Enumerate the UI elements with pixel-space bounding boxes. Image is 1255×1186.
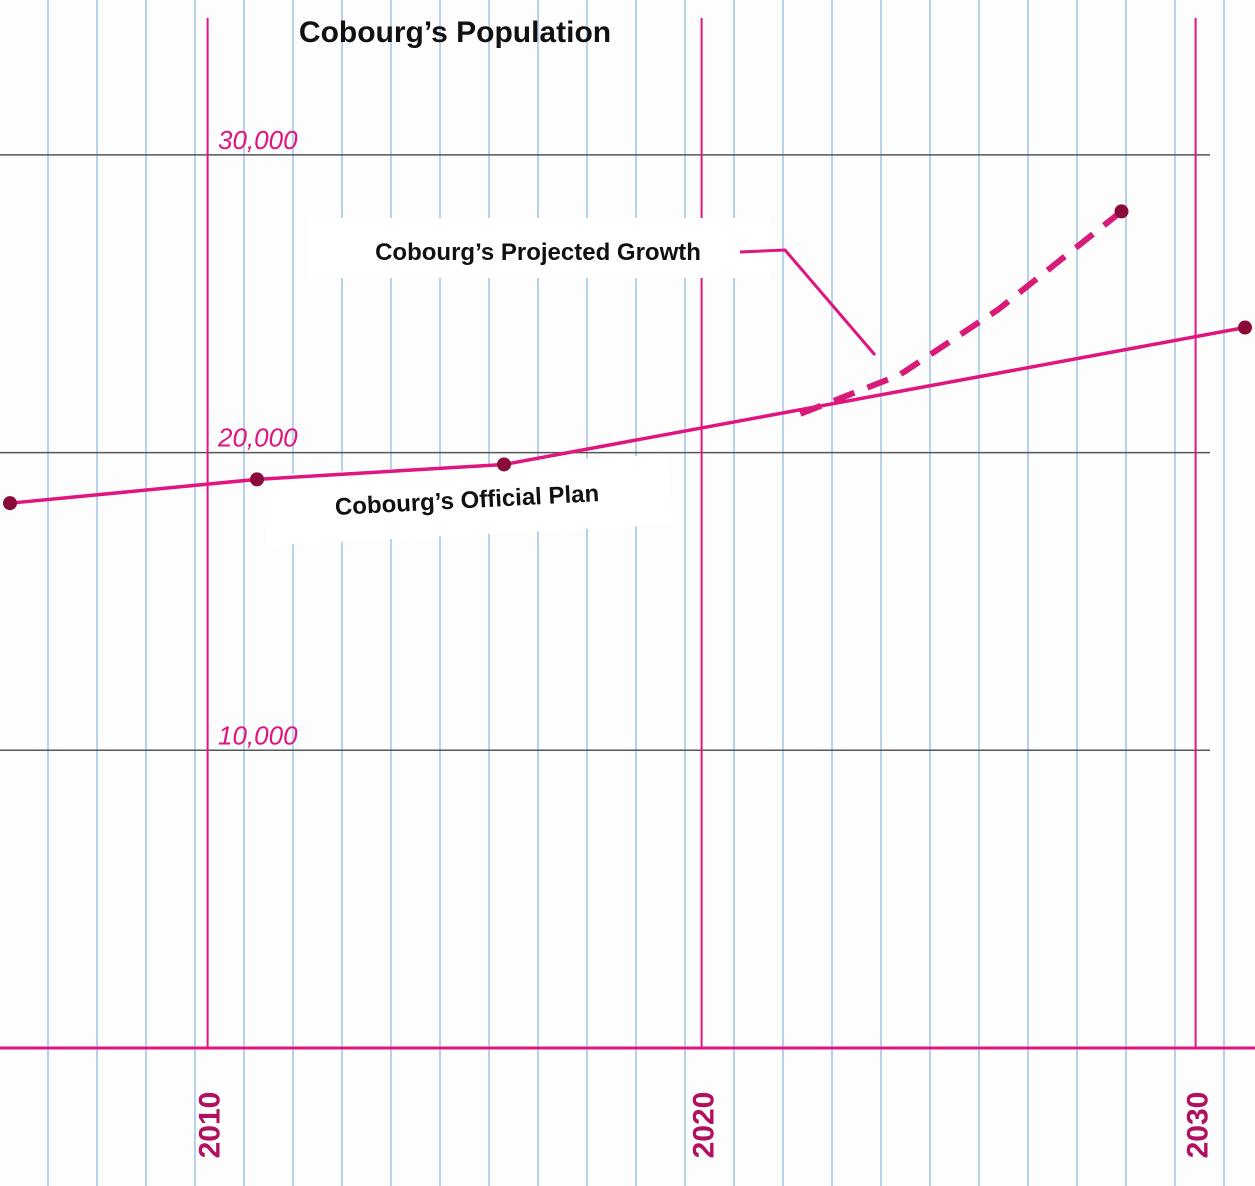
y-tick-label: 30,000: [218, 125, 298, 155]
y-tick-label: 20,000: [217, 423, 298, 453]
chart-title: Cobourg’s Population: [299, 16, 611, 49]
x-tick-label: 2020: [688, 1092, 721, 1159]
series-label: Cobourg’s Projected Growth: [375, 239, 701, 266]
data-point: [1238, 321, 1252, 335]
data-point: [497, 457, 511, 471]
grid: [0, 18, 1255, 1048]
series-line: [800, 211, 1121, 413]
y-tick-label: 10,000: [218, 720, 298, 750]
data-point: [1115, 204, 1129, 218]
x-tick-label: 2030: [1182, 1092, 1215, 1159]
chart: Cobourg’s Population Cobourg’s Official …: [0, 0, 1255, 1186]
data-point: [3, 496, 17, 510]
data-point: [250, 472, 264, 486]
x-tick-label: 2010: [194, 1092, 227, 1159]
